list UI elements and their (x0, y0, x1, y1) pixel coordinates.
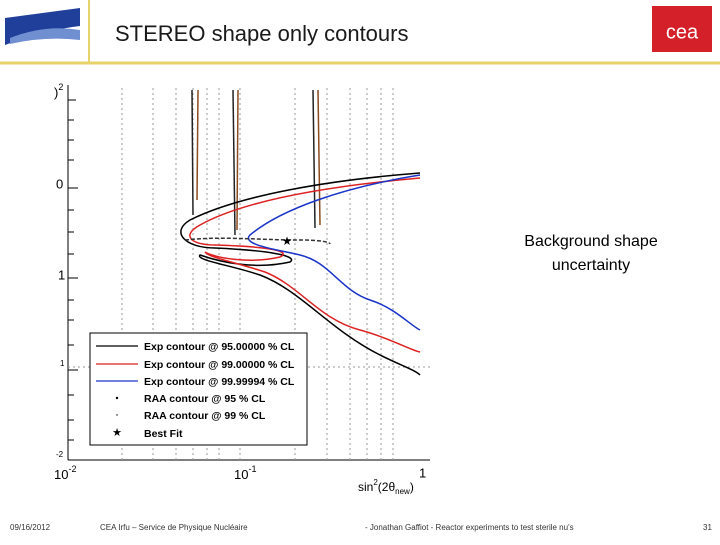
legend-swatch (115, 396, 119, 400)
y-tick-label: -2 (56, 450, 64, 459)
footer-date: 09/16/2012 (10, 523, 51, 532)
legend-label: Exp contour @ 95.00000 % CL (144, 341, 295, 353)
x-axis-title: sin2(2θnew) (358, 478, 414, 496)
plot: ★ ★ Exp contour @ 95.00000 % CL Exp cont… (54, 82, 430, 496)
footer-page: 31 (703, 523, 712, 532)
x-tick-exp: -1 (248, 464, 256, 474)
contour-99 (189, 177, 421, 353)
y-tick-label: )2 (54, 82, 63, 100)
contour-95 (180, 172, 421, 376)
x-title-part: ) (410, 480, 414, 494)
legend-swatch: ★ (112, 427, 122, 439)
x-tick-label: 1 (419, 465, 426, 480)
title: STEREO shape only contours (115, 21, 408, 46)
x-tick-label: 10-1 (234, 464, 256, 482)
legend-label: Exp contour @ 99.99994 % CL (144, 376, 295, 388)
vertical-contour (191, 89, 316, 236)
x-title-part: 2 (373, 478, 378, 487)
header-band (0, 0, 720, 62)
contour-9999 (247, 174, 421, 331)
x-title-part: new (395, 487, 410, 496)
y-tick-label: 0 (56, 176, 63, 191)
footer-talk: - Jonathan Gaffiot - Reactor experiments… (365, 523, 574, 532)
x-tick-label: 10-2 (54, 464, 76, 482)
y-tick-exp: 2 (58, 82, 63, 92)
legend-label: Best Fit (144, 428, 183, 440)
left-logo-stripe (10, 28, 80, 44)
y-tick-base: ) (54, 85, 58, 100)
legend-swatch (116, 414, 118, 416)
contours (180, 89, 421, 376)
x-tick-base: 10 (234, 467, 248, 482)
x-title-part: sin (358, 480, 373, 494)
x-tick-exp: -2 (68, 464, 76, 474)
vertical-contour (196, 89, 321, 231)
cea-logo-text: cea (666, 21, 699, 43)
grid (68, 88, 430, 460)
y-tick-label: 1 (60, 359, 65, 368)
best-fit-star: ★ (282, 234, 293, 248)
raa-contour (184, 237, 331, 245)
x-title-part: (2θ (378, 480, 396, 494)
legend-label: Exp contour @ 99.00000 % CL (144, 359, 295, 371)
cea-logo (652, 6, 712, 52)
y-minor-ticks (68, 99, 78, 441)
y-tick-label: 1 (58, 267, 65, 282)
annotation: uncertainty (552, 257, 630, 274)
legend-label: RAA contour @ 99 % CL (144, 410, 266, 422)
footer-org: CEA Irfu – Service de Physique Nucléaire (100, 523, 248, 532)
annotation: Background shape (524, 233, 658, 250)
legend-box (89, 332, 308, 446)
legend-label: RAA contour @ 95 % CL (144, 393, 266, 405)
x-tick-base: 10 (54, 467, 68, 482)
